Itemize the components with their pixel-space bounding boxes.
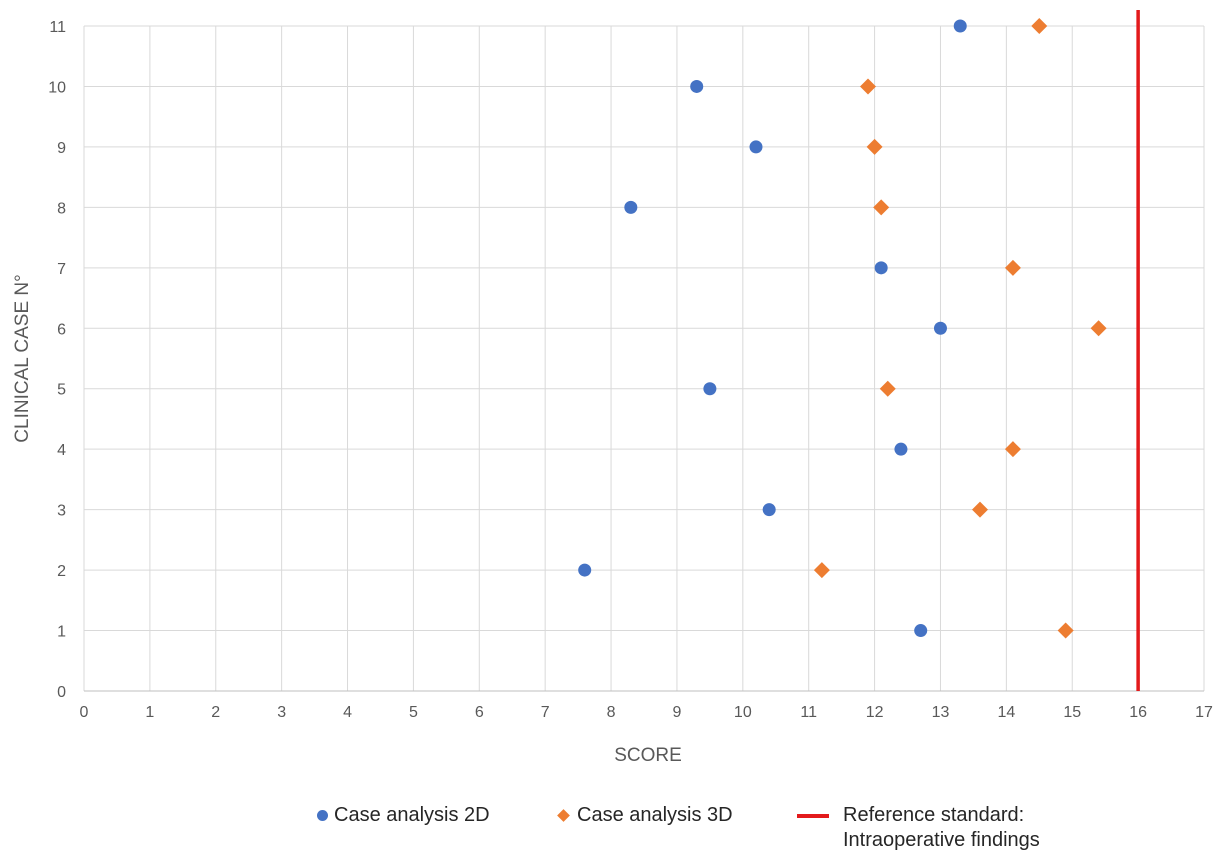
y-tick-label: 4 <box>57 442 66 459</box>
point-2d <box>933 321 947 335</box>
series-1 <box>578 19 967 638</box>
scatter-chart: 0 1 2 3 4 5 6 7 8 9 10 11 12 13 14 15 16 17 0123456789101… <box>12 10 1213 766</box>
y-tick-label: 8 <box>57 200 66 217</box>
legend-item-3d: Case analysis 3D <box>555 803 733 828</box>
point-3d <box>873 199 890 216</box>
y-tick-label: 10 <box>48 79 66 96</box>
point-2d <box>578 563 592 577</box>
point-2d <box>749 140 763 154</box>
x-tick-label: 14 <box>997 704 1015 721</box>
x-tick-label: 16 <box>1129 704 1147 721</box>
legend-label-3d: Case analysis 3D <box>577 804 733 826</box>
y-axis-title: CLINICAL CASE N° <box>12 274 33 442</box>
legend: Case analysis 2D Case analysis 3D Refere… <box>0 800 1217 855</box>
point-2d <box>914 624 928 638</box>
x-tick-label: 3 <box>277 704 286 721</box>
circle-marker-icon <box>317 810 328 821</box>
point-2d <box>874 261 888 275</box>
point-3d <box>1004 441 1021 458</box>
x-tick-label: 5 <box>409 704 418 721</box>
y-tick-label: 3 <box>57 503 66 520</box>
x-tick-label: 6 <box>475 704 484 721</box>
x-tick-label: 0 <box>80 704 89 721</box>
point-2d <box>894 442 908 456</box>
x-tick-label: 2 <box>211 704 220 721</box>
series-layer <box>578 18 1107 639</box>
y-tick-label: 9 <box>57 140 66 157</box>
point-3d <box>1031 18 1048 34</box>
x-tick-label: 9 <box>672 704 681 721</box>
y-tick-label: 7 <box>57 261 66 278</box>
point-3d <box>972 501 988 518</box>
y-tick-label: 1 <box>57 624 66 641</box>
point-3d <box>866 138 883 155</box>
point-3d <box>1057 622 1074 639</box>
x-axis-title: SCORE <box>614 745 682 766</box>
x-tick-label: 1 <box>145 704 154 721</box>
x-tick-label: 12 <box>866 704 884 721</box>
point-2d <box>690 79 704 93</box>
line-marker-icon <box>797 814 829 818</box>
point-3d <box>879 380 896 397</box>
point-3d <box>1004 259 1021 276</box>
legend-label-2d: Case analysis 2D <box>334 804 490 826</box>
y-tick-label: 11 <box>49 19 66 36</box>
point-2d <box>624 200 638 214</box>
grid-layer <box>83 25 1205 691</box>
x-tick-label: 10 <box>734 704 752 721</box>
x-tick-label: 4 <box>343 704 352 721</box>
series-2 <box>813 18 1107 639</box>
y-tick-labels: 0 1 2 3 4 5 6 7 8 9 10 11 <box>48 19 66 701</box>
y-tick-label: 6 <box>57 321 66 338</box>
x-tick-label: 15 <box>1063 704 1081 721</box>
y-tick-label: 0 <box>57 684 66 701</box>
point-3d <box>813 562 830 579</box>
x-tick-label: 13 <box>932 704 950 721</box>
legend-item-2d: Case analysis 2D <box>317 803 490 828</box>
x-tick-label: 7 <box>541 704 550 721</box>
x-tick-label: 8 <box>607 704 616 721</box>
legend-item-reference: Reference standard: Intraoperative findi… <box>797 803 1040 853</box>
x-tick-labels: 0 1 2 3 4 5 6 7 8 9 10 11 12 13 14 15 16 17 <box>80 704 1213 721</box>
y-tick-label: 5 <box>57 382 66 399</box>
legend-label-reference: Reference standard: Intraoperative findi… <box>843 804 1040 851</box>
y-tick-label: 2 <box>57 563 66 580</box>
diamond-marker-icon <box>557 809 570 822</box>
x-tick-label: 11 <box>800 704 817 721</box>
point-2d <box>762 503 776 517</box>
x-tick-label: 17 <box>1195 704 1213 721</box>
point-2d <box>703 382 717 396</box>
point-3d <box>1090 320 1107 337</box>
point-2d <box>953 19 967 33</box>
point-3d <box>860 78 876 95</box>
